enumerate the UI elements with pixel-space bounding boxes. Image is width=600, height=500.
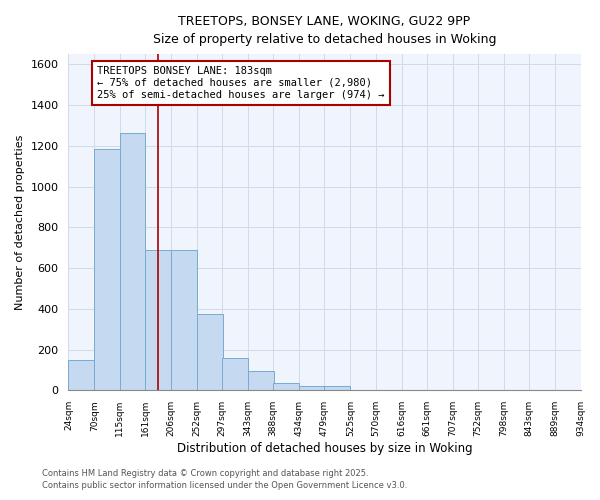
X-axis label: Distribution of detached houses by size in Woking: Distribution of detached houses by size … [176,442,472,455]
Bar [222,358,248,390]
Text: TREETOPS BONSEY LANE: 183sqm
← 75% of detached houses are smaller (2,980)
25% of: TREETOPS BONSEY LANE: 183sqm ← 75% of de… [97,66,385,100]
Bar [273,383,299,390]
Bar [325,386,350,390]
Bar [119,132,145,390]
Bar [248,371,274,390]
Text: Contains HM Land Registry data © Crown copyright and database right 2025.
Contai: Contains HM Land Registry data © Crown c… [42,469,407,490]
Bar [145,250,172,390]
Bar [197,314,223,390]
Y-axis label: Number of detached properties: Number of detached properties [15,134,25,310]
Bar [171,250,197,390]
Title: TREETOPS, BONSEY LANE, WOKING, GU22 9PP
Size of property relative to detached ho: TREETOPS, BONSEY LANE, WOKING, GU22 9PP … [153,15,496,46]
Bar [68,360,94,390]
Bar [299,386,325,390]
Bar [94,149,120,390]
